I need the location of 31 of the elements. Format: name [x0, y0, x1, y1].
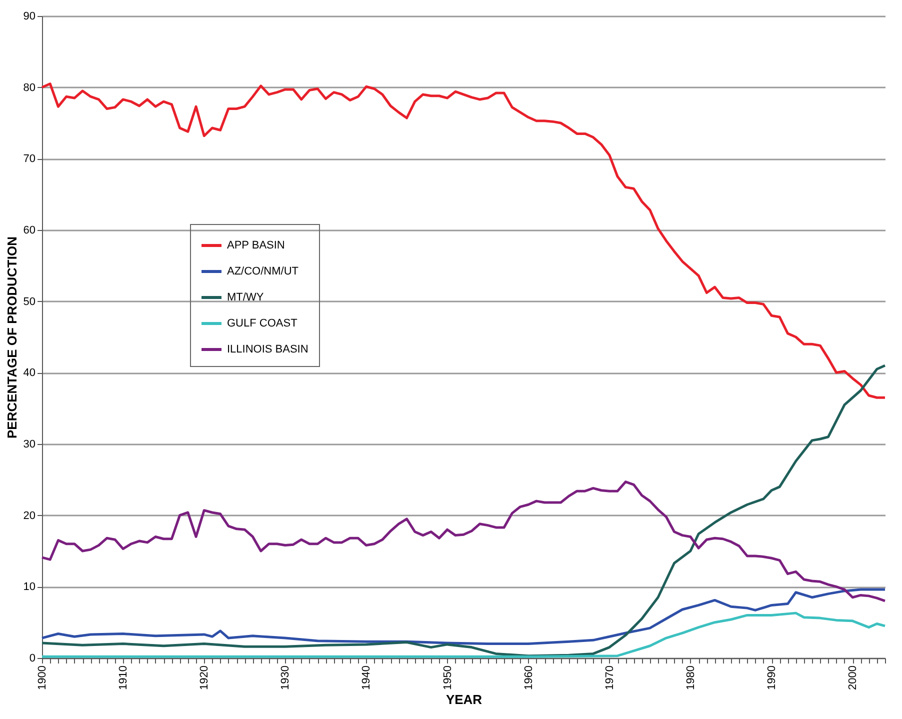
x-tick-label: 1900	[36, 666, 48, 690]
y-tick-label: 0	[29, 652, 36, 664]
x-axis-title: YEAR	[446, 692, 483, 707]
y-tick-label: 50	[23, 296, 36, 308]
y-tick-label: 80	[23, 82, 36, 94]
x-tick-label: 1940	[360, 666, 373, 690]
legend-label: APP BASIN	[227, 240, 285, 252]
y-tick-label: 40	[23, 367, 36, 380]
x-tick-label: 1930	[280, 666, 292, 690]
line-series	[40, 82, 886, 399]
legend-label: ILLINOIS BASIN	[227, 344, 308, 356]
y-tick-label: 90	[23, 10, 36, 22]
legend-label: GULF COAST	[227, 318, 298, 330]
x-tick-label: 1950	[442, 666, 454, 690]
x-tick-label: 2000	[847, 666, 860, 690]
y-tick-label: 10	[23, 581, 36, 594]
x-tick-label: 1960	[522, 666, 535, 690]
y-axis-title: PERCENTAGE OF PRODUCTION	[4, 236, 20, 438]
x-tick-label: 1970	[604, 666, 616, 690]
line-series	[40, 480, 886, 602]
y-tick-label: 20	[23, 510, 36, 522]
line-series	[40, 588, 886, 645]
legend-label: MT/WY	[227, 292, 264, 304]
x-tick-label: 1990	[766, 666, 778, 690]
y-tick-label: 60	[23, 224, 36, 236]
y-tick-label: 70	[23, 153, 36, 166]
x-tick-label: 1980	[684, 666, 697, 690]
x-tick-label: 1910	[118, 666, 130, 690]
y-tick-label: 30	[23, 438, 36, 450]
x-tick-label: 1920	[198, 666, 211, 690]
legend-label: AZ/CO/NM/UT	[227, 266, 299, 278]
